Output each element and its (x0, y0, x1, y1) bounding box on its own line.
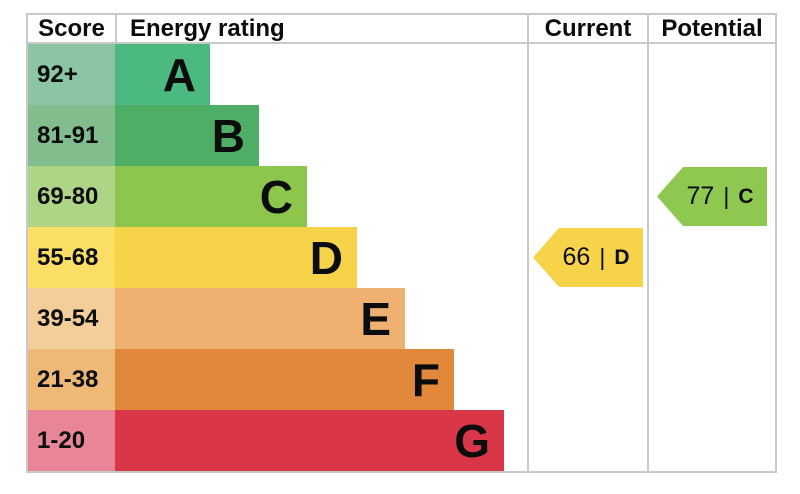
band-g-letter: G (454, 414, 490, 467)
band-f-letter: F (411, 353, 440, 406)
potential-cell-e (647, 288, 775, 349)
band-row-e: 39-54 E (28, 288, 775, 349)
current-cell-c (527, 166, 647, 227)
current-cell-a (527, 44, 647, 105)
band-c-bar: C (115, 166, 307, 227)
chart-header-row: Score Energy rating Current Potential (28, 15, 775, 44)
current-rating-letter: D (614, 245, 630, 269)
band-a-letter: A (162, 48, 196, 101)
band-b-bar: B (115, 105, 259, 166)
band-e-score: 39-54 (28, 288, 115, 349)
band-d-bar: D (115, 227, 357, 288)
current-rating-separator: | (599, 244, 606, 270)
current-rating-arrow: 66 | D (533, 228, 643, 287)
band-f-bar: F (115, 349, 454, 410)
band-row-d: 55-68 D 66 | D (28, 227, 775, 288)
potential-rating-arrow: 77 | C (657, 167, 767, 226)
potential-rating-letter: C (738, 184, 754, 208)
current-cell-f (527, 349, 647, 410)
band-g-score: 1-20 (28, 410, 115, 471)
band-e-bar-cell: E (115, 288, 527, 349)
band-e-bar: E (115, 288, 405, 349)
band-b-letter: B (211, 109, 245, 162)
band-d-bar-cell: D (115, 227, 527, 288)
band-d-score: 55-68 (28, 227, 115, 288)
band-a-bar: A (115, 44, 210, 105)
header-score: Score (38, 14, 105, 42)
potential-cell-f (647, 349, 775, 410)
current-cell-d: 66 | D (527, 227, 647, 288)
band-g-bar: G (115, 410, 504, 471)
band-b-score: 81-91 (28, 105, 115, 166)
header-potential: Potential (647, 15, 775, 42)
potential-cell-d (647, 227, 775, 288)
header-energy-rating: Energy rating (115, 15, 527, 42)
band-e-letter: E (360, 292, 391, 345)
band-row-c: 69-80 C 77 | C (28, 166, 775, 227)
potential-rating-separator: | (723, 183, 730, 209)
epc-rating-chart: Score Energy rating Current Potential 92… (26, 13, 777, 473)
band-g-bar-cell: G (115, 410, 527, 471)
current-cell-g (527, 410, 647, 471)
current-cell-e (527, 288, 647, 349)
band-d-letter: D (309, 231, 343, 284)
potential-cell-a (647, 44, 775, 105)
band-row-f: 21-38 F (28, 349, 775, 410)
header-current: Current (527, 15, 647, 42)
band-row-b: 81-91 B (28, 105, 775, 166)
potential-rating-value: 77 (686, 182, 715, 210)
current-rating-value: 66 (562, 243, 591, 271)
potential-cell-g (647, 410, 775, 471)
current-cell-b (527, 105, 647, 166)
band-row-a: 92+ A (28, 44, 775, 105)
band-b-bar-cell: B (115, 105, 527, 166)
band-row-g: 1-20 G (28, 410, 775, 471)
band-a-score: 92+ (28, 44, 115, 105)
band-f-score: 21-38 (28, 349, 115, 410)
band-c-score: 69-80 (28, 166, 115, 227)
band-a-bar-cell: A (115, 44, 527, 105)
band-c-letter: C (259, 170, 293, 223)
band-f-bar-cell: F (115, 349, 527, 410)
potential-cell-c: 77 | C (647, 166, 775, 227)
band-rows: 92+ A 81-91 B 69-80 C (28, 44, 775, 471)
potential-cell-b (647, 105, 775, 166)
band-c-bar-cell: C (115, 166, 527, 227)
